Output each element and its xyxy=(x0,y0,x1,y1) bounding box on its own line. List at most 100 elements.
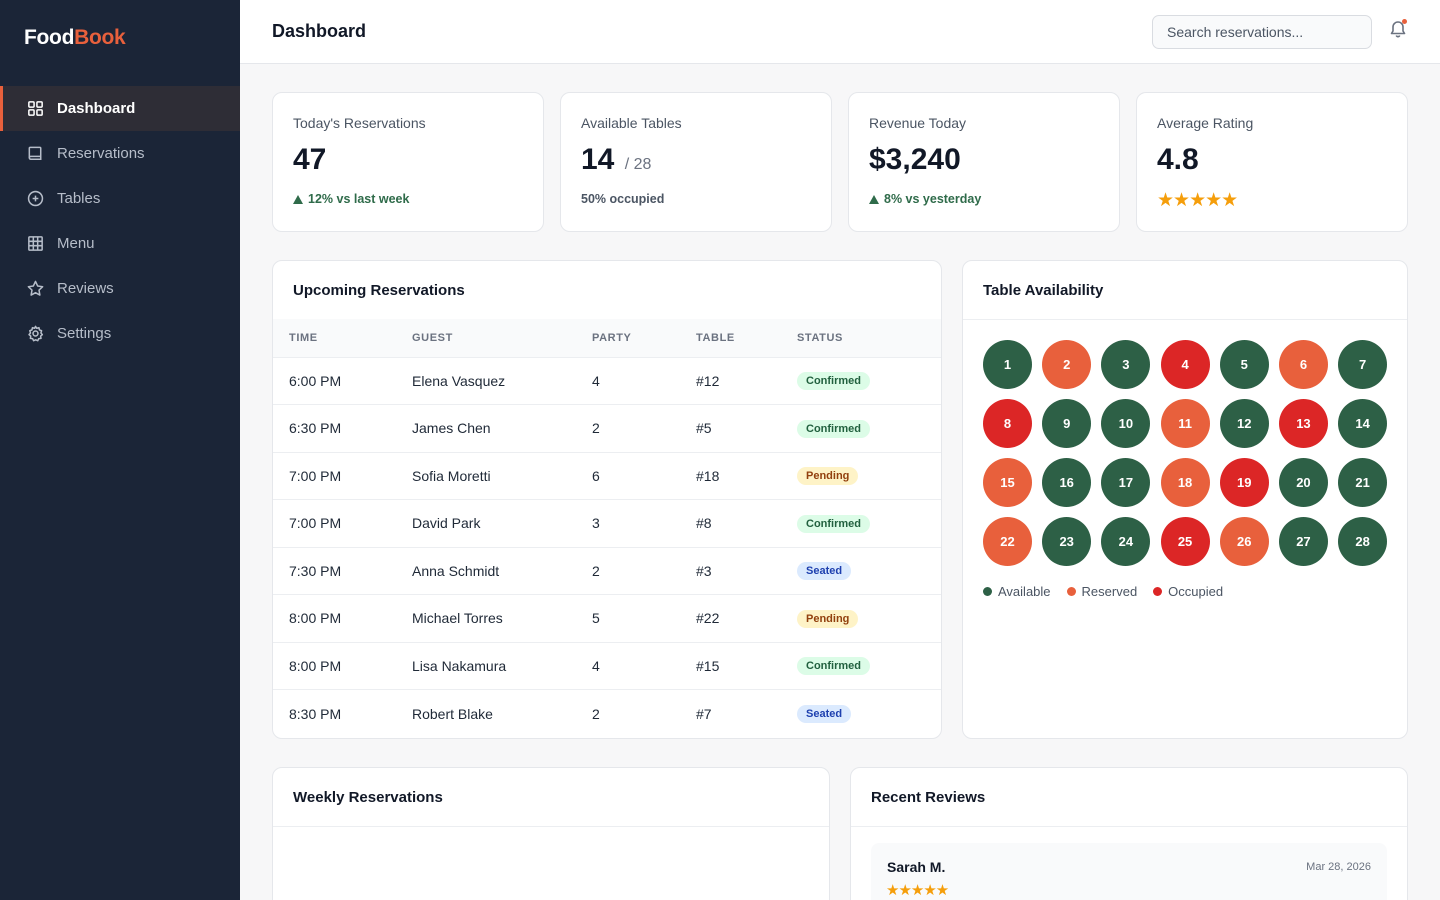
table-row[interactable]: 7:30 PM Anna Schmidt 2 #3 Seated xyxy=(273,547,941,595)
cell-party: 6 xyxy=(576,452,680,500)
search-input[interactable] xyxy=(1152,15,1372,49)
table-13[interactable]: 13 xyxy=(1278,399,1328,448)
gear-icon xyxy=(28,325,44,342)
stat-card-rating: Average Rating 4.8 ★★★★★ xyxy=(1136,92,1408,232)
status-badge: Seated xyxy=(797,705,852,723)
book-icon xyxy=(28,146,42,160)
table-2[interactable]: 2 xyxy=(1042,340,1092,389)
table-5[interactable]: 5 xyxy=(1219,340,1269,389)
table-27[interactable]: 27 xyxy=(1278,517,1328,566)
cell-guest: James Chen xyxy=(396,404,576,453)
sidebar-item-label: Settings xyxy=(57,325,112,342)
table-18[interactable]: 18 xyxy=(1160,458,1210,507)
table-row[interactable]: 6:30 PM James Chen 2 #5 Confirmed xyxy=(273,404,941,453)
notification-button[interactable] xyxy=(1388,19,1410,41)
cell-party: 4 xyxy=(576,357,680,405)
stat-card-revenue: Revenue Today $3,240 8% vs yesterday xyxy=(848,92,1120,232)
cell-time: 8:30 PM xyxy=(289,705,342,722)
cell-guest: Lisa Nakamura xyxy=(396,642,576,690)
table-11[interactable]: 11 xyxy=(1160,399,1210,448)
table-1[interactable]: 1 xyxy=(983,340,1032,389)
column-header-party[interactable]: PARTY xyxy=(576,319,680,358)
cell-table: #5 xyxy=(680,404,781,453)
table-24[interactable]: 24 xyxy=(1101,517,1151,566)
divider xyxy=(851,826,1407,827)
sidebar-item-label: Menu xyxy=(57,235,95,252)
table-25[interactable]: 25 xyxy=(1160,517,1210,566)
table-14[interactable]: 14 xyxy=(1338,399,1388,448)
table-21[interactable]: 21 xyxy=(1338,458,1388,507)
table-16[interactable]: 16 xyxy=(1042,458,1092,507)
table-8[interactable]: 8 xyxy=(983,399,1032,448)
cell-party: 3 xyxy=(576,499,680,548)
cell-time: 7:30 PM xyxy=(273,547,396,595)
stat-trend-text: 12% vs last week xyxy=(308,192,410,206)
divider xyxy=(963,319,1407,320)
sidebar-item-reservations[interactable]: Reservations xyxy=(0,131,240,176)
sidebar-item-settings[interactable]: Settings xyxy=(0,311,240,356)
table-row[interactable]: 8:30 PM Robert Blake 2 #7 Seated xyxy=(273,690,941,738)
sidebar-item-menu[interactable]: Menu xyxy=(0,221,240,266)
legend-item-reserved: Reserved xyxy=(1066,584,1138,599)
table-20[interactable]: 20 xyxy=(1278,458,1328,507)
table-3[interactable]: 3 xyxy=(1101,340,1151,389)
sidebar-item-tables[interactable]: Tables xyxy=(0,176,240,221)
sidebar-item-reviews[interactable]: Reviews xyxy=(0,266,240,311)
table-6[interactable]: 6 xyxy=(1278,340,1328,389)
table-row[interactable]: 7:00 PM David Park 3 #8 Confirmed xyxy=(273,499,941,548)
rating-stars: ★★★★★ xyxy=(1157,190,1238,211)
cell-party: 4 xyxy=(576,642,680,690)
sidebar-item-label: Dashboard xyxy=(57,100,136,117)
trend-up-icon xyxy=(869,194,879,204)
stat-label: Average Rating xyxy=(1157,115,1254,131)
stat-trend: 8% vs yesterday xyxy=(869,192,1099,206)
legend-label: Reserved xyxy=(1081,584,1138,599)
table-22[interactable]: 22 xyxy=(983,517,1032,566)
table-grid-icon xyxy=(28,236,43,251)
table-4[interactable]: 4 xyxy=(1160,340,1210,389)
app-logo[interactable]: FoodBook xyxy=(24,26,126,50)
table-23[interactable]: 23 xyxy=(1042,517,1092,566)
cell-status: Pending xyxy=(781,594,941,643)
table-row[interactable]: 8:00 PM Lisa Nakamura 4 #15 Confirmed xyxy=(273,642,941,690)
reviewer-name: Sarah M. xyxy=(887,859,946,875)
sidebar-item-dashboard[interactable]: Dashboard xyxy=(0,86,240,131)
table-row[interactable]: 6:00 PM Elena Vasquez 4 #12 Confirmed xyxy=(273,357,941,405)
upcoming-reservations-card: Upcoming Reservations TIME GUEST PARTY T… xyxy=(272,260,942,739)
cell-status: Pending xyxy=(781,452,941,500)
table-17[interactable]: 17 xyxy=(1101,458,1151,507)
column-header-table[interactable]: TABLE xyxy=(680,319,781,358)
cell-guest: David Park xyxy=(396,499,576,548)
column-header-status[interactable]: STATUS xyxy=(781,319,941,358)
logo-text-food: Food xyxy=(24,26,75,49)
stat-label: Revenue Today xyxy=(869,115,967,131)
cell-status: Confirmed xyxy=(781,357,941,405)
review-item[interactable]: Sarah M. Mar 28, 2026 ★★★★★ xyxy=(871,843,1387,900)
column-header-guest[interactable]: GUEST xyxy=(396,319,576,358)
table-10[interactable]: 10 xyxy=(1101,399,1151,448)
trend-up-icon xyxy=(293,194,303,204)
table-28[interactable]: 28 xyxy=(1338,517,1388,566)
cell-party: 2 xyxy=(576,547,680,595)
section-title: Upcoming Reservations xyxy=(293,282,465,299)
table-26[interactable]: 26 xyxy=(1219,517,1269,566)
table-row[interactable]: 8:00 PM Michael Torres 5 #22 Pending xyxy=(273,594,941,643)
table-15[interactable]: 15 xyxy=(983,458,1032,507)
table-row[interactable]: 7:00 PM Sofia Moretti 6 #18 Pending xyxy=(273,452,941,500)
cell-table: #22 xyxy=(680,594,781,643)
review-date: Mar 28, 2026 xyxy=(1306,861,1371,873)
table-7[interactable]: 7 xyxy=(1338,340,1388,389)
availability-legend: Available Reserved Occupied xyxy=(983,584,1239,599)
stat-value: $3,240 xyxy=(869,143,961,176)
column-header-time[interactable]: TIME xyxy=(273,319,396,358)
cell-status: Seated xyxy=(781,547,941,595)
table-19[interactable]: 19 xyxy=(1219,458,1269,507)
stat-value: 14 / 28 xyxy=(581,145,811,175)
cell-status: Confirmed xyxy=(781,404,941,453)
stat-card-reservations: Today's Reservations 47 12% vs last week xyxy=(272,92,544,232)
sidebar-nav: Dashboard Reservations Tables Menu Revie… xyxy=(0,86,240,356)
sidebar-item-label: Tables xyxy=(57,190,101,207)
table-12[interactable]: 12 xyxy=(1219,399,1269,448)
table-9[interactable]: 9 xyxy=(1042,399,1092,448)
legend-dot xyxy=(1153,587,1163,596)
